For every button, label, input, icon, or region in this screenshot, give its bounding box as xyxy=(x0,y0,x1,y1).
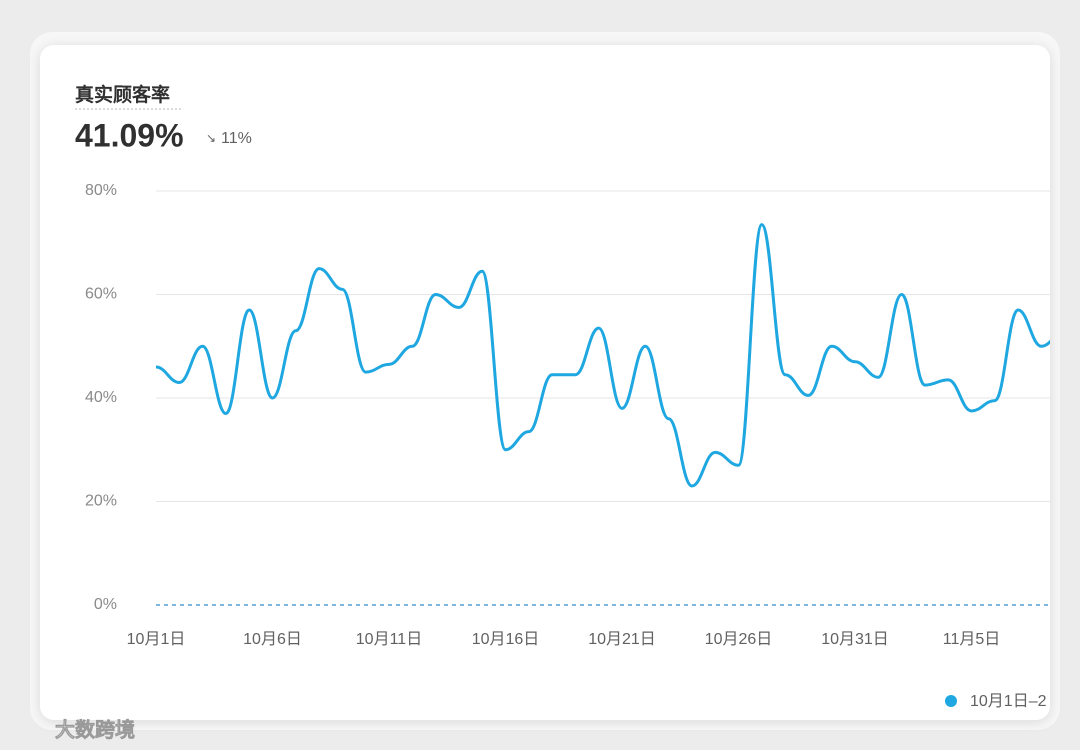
x-tick-label: 10月1日 xyxy=(127,631,186,648)
legend-label: 10月1日–2 xyxy=(970,693,1047,710)
change-arrow: ↘ xyxy=(206,131,216,145)
watermark: 大数跨境 xyxy=(55,717,135,741)
y-tick-label: 80% xyxy=(85,182,117,199)
x-tick-label: 10月6日 xyxy=(243,631,302,648)
line-series xyxy=(155,223,1050,488)
x-tick-label: 10月31日 xyxy=(821,631,889,648)
y-tick-label: 60% xyxy=(85,286,117,303)
metric-title: 真实顾客率 xyxy=(75,83,170,106)
y-tick-label: 20% xyxy=(85,493,117,510)
x-tick-label: 10月26日 xyxy=(705,631,773,648)
legend-marker xyxy=(945,695,957,707)
metric-change: 11% xyxy=(221,130,252,147)
plot: 0% 20% 40% 60% 80% 10月1日 10月6日 10月11日 10月16日 10月2… xyxy=(85,182,1050,648)
x-tick-label: 10月11日 xyxy=(356,631,422,648)
y-tick-label: 40% xyxy=(85,389,117,406)
x-tick-label: 10月21日 xyxy=(588,631,656,648)
metric-value: 41.09% xyxy=(75,117,184,153)
legend: 10月1日–2 xyxy=(945,693,1047,710)
y-tick-label: 0% xyxy=(94,596,117,613)
x-tick-label: 11月5日 xyxy=(943,631,1001,648)
x-tick-label: 10月16日 xyxy=(472,631,540,648)
